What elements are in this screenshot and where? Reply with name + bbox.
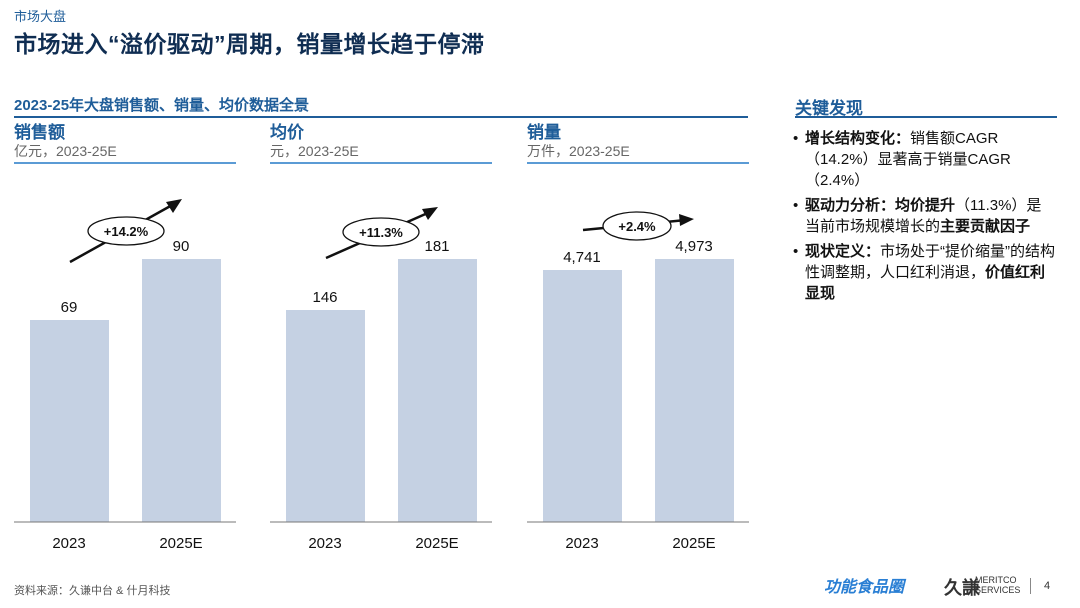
panel-unit-sales: 亿元，2023-25E (14, 143, 117, 159)
panel-rule-volume (527, 162, 749, 164)
section-tag: 市场大盘 (14, 9, 67, 24)
finding-tail: 主要贡献因子 (940, 218, 1031, 235)
growth-arrowhead-volume (679, 214, 694, 226)
finding-text: 销售额CAGR（14.2%）显著高于销量CAGR（2.4%） (805, 130, 1011, 189)
finding-text: 市场处于“提价缩量”的结构性调整期，人口红利消退， (805, 243, 1056, 281)
finding-tail: 价值红利显现 (805, 264, 1046, 302)
bar-label-volume-2023: 4,741 (563, 249, 601, 266)
brand-logo-mid: 久謙 (944, 578, 980, 598)
findings-list: • 增长结构变化：销售额CAGR（14.2%）显著高于销量CAGR（2.4%） … (793, 128, 1055, 308)
finding-bold: 现状定义： (805, 243, 881, 260)
tick-volume-2025e: 2025E (672, 535, 715, 552)
chart-sales: 69 90 2023 2025E +14.2% (14, 199, 236, 552)
bar-volume-2025e (655, 259, 734, 522)
chart-price: 146 181 2023 2025E +11.3% (270, 207, 492, 552)
finding-bold: 驱动力分析：均价提升 (805, 197, 956, 214)
growth-pill-price (342, 217, 420, 247)
growth-pill-sales (87, 216, 165, 246)
finding-text: （11.3%）是当前市场规模增长的 (805, 197, 1042, 235)
tick-price-2025e: 2025E (415, 535, 458, 552)
page-number: 4 (1044, 580, 1051, 592)
panel-title-price: 均价 (270, 123, 304, 142)
growth-arrowhead-price (422, 207, 438, 220)
panel-unit-volume: 万件，2023-25E (527, 143, 630, 159)
tick-volume-2023: 2023 (565, 535, 598, 552)
footer-divider (1030, 578, 1031, 594)
bar-sales-2023 (30, 320, 109, 522)
logo-text-2: SERVICES (975, 585, 1021, 595)
brand-logo-right: MERITCO SERVICES (975, 575, 1020, 595)
panel-title-volume: 销量 (527, 123, 561, 142)
bar-label-volume-2025e: 4,973 (675, 238, 713, 255)
tick-sales-2025e: 2025E (159, 535, 202, 552)
bar-label-sales-2023: 69 (61, 299, 78, 316)
panel-rule-price (270, 162, 492, 164)
growth-pill-volume (602, 211, 672, 241)
bar-label-sales-2025e: 90 (173, 238, 190, 255)
finding-item: • 现状定义：市场处于“提价缩量”的结构性调整期，人口红利消退，价值红利显现 (793, 241, 1055, 304)
finding-bold: 增长结构变化： (805, 130, 911, 147)
bar-price-2023 (286, 310, 365, 522)
panel-rule-sales (14, 162, 236, 164)
bar-charts: 69 90 2023 2025E +14.2% 146 181 2023 202… (14, 199, 749, 552)
bullet-icon: • (793, 243, 799, 260)
growth-label-price: +11.3% (359, 225, 403, 240)
chart-subtitle: 2023-25年大盘销售额、销量、均价数据全景 (14, 97, 310, 114)
findings-rule (795, 116, 1057, 118)
growth-label-volume: +2.4% (618, 219, 656, 234)
growth-label-sales: +14.2% (104, 224, 149, 239)
growth-arrowhead-sales (166, 199, 182, 213)
bar-volume-2023 (543, 270, 622, 522)
finding-item: • 增长结构变化：销售额CAGR（14.2%）显著高于销量CAGR（2.4%） (793, 128, 1055, 191)
chart-volume: 4,741 4,973 2023 2025E +2.4% (527, 211, 749, 552)
tick-price-2023: 2023 (308, 535, 341, 552)
logo-text-1: MERITCO (975, 575, 1017, 585)
bullet-icon: • (793, 130, 799, 147)
page-title: 市场进入“溢价驱动”周期，销量增长趋于停滞 (14, 31, 485, 57)
brand-logo-left: 功能食品圈 (824, 579, 905, 596)
subtitle-rule (14, 116, 748, 118)
bar-price-2025e (398, 259, 477, 522)
panel-title-sales: 销售额 (14, 123, 65, 142)
panel-unit-price: 元，2023-25E (270, 143, 359, 159)
bullet-icon: • (793, 197, 799, 214)
findings-title: 关键发现 (795, 99, 863, 118)
bar-label-price-2023: 146 (312, 289, 337, 306)
finding-item: • 驱动力分析：均价提升（11.3%）是当前市场规模增长的主要贡献因子 (793, 195, 1055, 237)
bar-label-price-2025e: 181 (424, 238, 449, 255)
source-note: 资料来源：久谦中台 & 什月科技 (14, 585, 171, 597)
bar-sales-2025e (142, 259, 221, 522)
tick-sales-2023: 2023 (52, 535, 85, 552)
